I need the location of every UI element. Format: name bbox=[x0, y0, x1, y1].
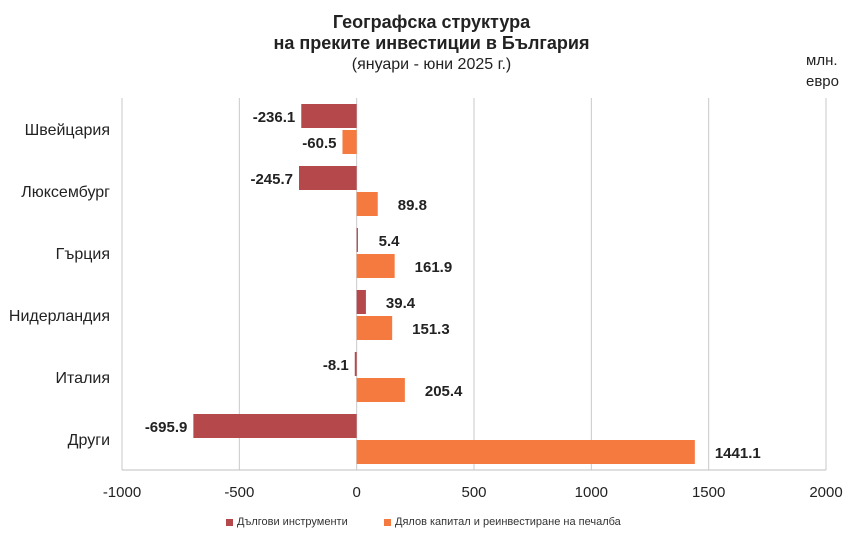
data-label-equity-4: 205.4 bbox=[425, 383, 463, 400]
category-label-5: Други bbox=[68, 432, 110, 449]
legend-swatch-debt bbox=[226, 518, 233, 526]
data-label-debt-4: -8.1 bbox=[323, 357, 349, 374]
bar-debt-0 bbox=[301, 104, 357, 128]
bar-equity-0 bbox=[342, 130, 357, 154]
x-tick-label-4: 1000 bbox=[575, 484, 608, 501]
x-tick-label-6: 2000 bbox=[809, 484, 842, 501]
category-label-1: Люксембург bbox=[21, 184, 110, 201]
unit-label: млн. евро bbox=[806, 50, 839, 92]
chart-subtitle: на преките инвестиции в България bbox=[273, 33, 590, 53]
x-tick-label-5: 1500 bbox=[692, 484, 725, 501]
legend-swatch-equity bbox=[384, 518, 391, 526]
data-label-debt-2: 5.4 bbox=[379, 233, 401, 250]
category-label-4: Италия bbox=[56, 370, 110, 387]
bar-equity-2 bbox=[356, 254, 395, 278]
data-label-debt-3: 39.4 bbox=[386, 295, 416, 312]
x-tick-label-2: 0 bbox=[352, 484, 360, 501]
x-tick-label-0: -1000 bbox=[103, 484, 141, 501]
category-label-2: Гърция bbox=[56, 246, 110, 263]
data-label-equity-1: 89.8 bbox=[398, 197, 427, 214]
bar-debt-5 bbox=[193, 414, 357, 438]
bar-equity-3 bbox=[356, 316, 393, 340]
legend-label-debt: Дългови инструменти bbox=[237, 516, 348, 528]
legend-item-equity: Дялов капитал и реинвестиране на печалба bbox=[384, 516, 621, 528]
unit-label-line2: евро bbox=[806, 73, 839, 90]
chart-period: (януари - юни 2025 г.) bbox=[351, 56, 512, 73]
legend-label-equity: Дялов капитал и реинвестиране на печалба bbox=[395, 516, 621, 528]
data-label-debt-0: -236.1 bbox=[253, 109, 296, 126]
bar-debt-2 bbox=[356, 228, 358, 252]
legend-item-debt: Дългови инструменти bbox=[226, 516, 348, 528]
data-label-equity-3: 151.3 bbox=[412, 321, 450, 338]
category-label-0: Швейцария bbox=[25, 122, 110, 139]
bar-debt-1 bbox=[299, 166, 357, 190]
data-label-debt-1: -245.7 bbox=[250, 171, 293, 188]
bar-debt-4 bbox=[354, 352, 357, 376]
bar-equity-5 bbox=[356, 440, 695, 464]
x-tick-label-1: -500 bbox=[224, 484, 254, 501]
x-tick-label-3: 500 bbox=[461, 484, 486, 501]
data-label-equity-0: -60.5 bbox=[302, 135, 336, 152]
bar-equity-4 bbox=[356, 378, 405, 402]
category-label-3: Нидерландия bbox=[9, 308, 110, 325]
bar-debt-3 bbox=[356, 290, 366, 314]
unit-label-line1: млн. bbox=[806, 52, 838, 69]
chart-title: Географска структура bbox=[332, 12, 531, 32]
chart-title-block: Географска структура на преките инвестиц… bbox=[0, 12, 863, 75]
data-label-equity-2: 161.9 bbox=[415, 259, 453, 276]
bar-equity-1 bbox=[356, 192, 378, 216]
data-label-equity-5: 1441.1 bbox=[715, 445, 761, 462]
data-label-debt-5: -695.9 bbox=[145, 419, 188, 436]
